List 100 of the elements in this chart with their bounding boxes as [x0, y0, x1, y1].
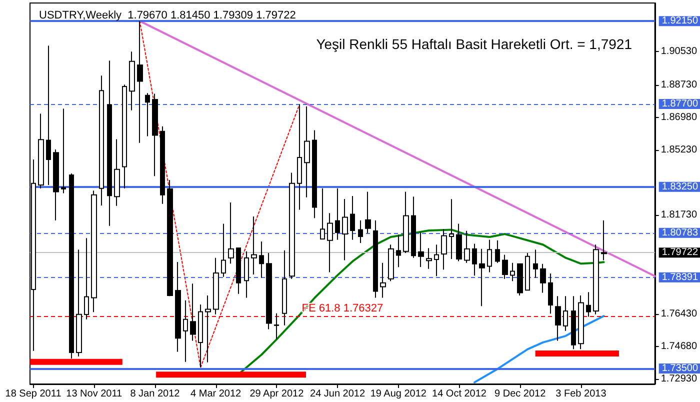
candlestick — [198, 304, 203, 368]
candlestick — [244, 250, 249, 298]
candlestick — [259, 240, 264, 278]
y-tick-label: 1.72930 — [660, 374, 698, 385]
candlestick — [266, 252, 272, 330]
candlestick — [274, 312, 279, 340]
candlestick — [411, 196, 416, 258]
y-tick-label: 1.88730 — [660, 79, 698, 90]
candlestick — [434, 244, 439, 277]
candlestick — [487, 239, 492, 273]
candlestick — [479, 248, 485, 307]
candlestick — [129, 51, 135, 111]
candlestick — [183, 300, 188, 362]
y-tick-label: 1.81730 — [660, 210, 698, 221]
candlestick — [282, 250, 287, 326]
x-tick-label: 13 Nov 2011 — [66, 388, 123, 400]
y-tick-label: 1.90530 — [660, 46, 698, 57]
candlestick — [502, 254, 508, 280]
candlestick — [456, 223, 462, 262]
candlestick — [555, 296, 561, 342]
candlestick — [426, 248, 432, 270]
x-tick-label: 4 Mar 2012 — [190, 388, 242, 400]
x-tick-label: 19 Aug 2012 — [370, 388, 427, 400]
candlestick — [213, 257, 219, 315]
candlestick — [327, 212, 333, 273]
candlestick — [38, 113, 44, 189]
y-tick-label: 1.85230 — [660, 144, 698, 156]
candlestick — [533, 249, 538, 278]
candlestick — [69, 172, 74, 359]
candlestick — [99, 75, 104, 206]
candlestick — [107, 60, 112, 226]
y-tick-label: 1.86980 — [660, 112, 698, 123]
x-tick-label: 14 Oct 2012 — [432, 388, 487, 400]
candlestick — [373, 220, 378, 298]
candlestick — [205, 295, 211, 363]
y-tick-label: 1.76430 — [660, 308, 698, 320]
candlestick — [593, 244, 599, 315]
candlestick — [380, 262, 386, 298]
candlestick — [190, 283, 196, 342]
candlestick — [525, 252, 530, 291]
candlestick — [251, 216, 257, 275]
ref-line-label: 1.79722 — [662, 247, 698, 258]
x-tick-label: 24 Jun 2012 — [310, 388, 366, 400]
candlestick — [221, 223, 226, 278]
candlestick — [586, 292, 591, 318]
candlestick — [563, 296, 568, 332]
candlestick — [114, 138, 120, 206]
candlestick — [396, 234, 401, 268]
candlestick — [464, 230, 470, 264]
candlestick — [228, 202, 234, 264]
candlestick — [601, 220, 607, 261]
candlestick — [167, 179, 173, 297]
candlestick — [84, 238, 89, 320]
candlestick — [571, 296, 576, 350]
candlestick — [91, 190, 97, 313]
candlestick — [510, 262, 515, 282]
candlestick — [342, 198, 348, 261]
candlestick — [236, 247, 241, 294]
y-tick-label: 1.74680 — [660, 341, 698, 352]
candlestick — [76, 249, 82, 357]
candlestick — [289, 172, 295, 280]
candlestick — [160, 126, 165, 204]
candlestick — [46, 45, 51, 186]
candlestick — [548, 273, 553, 314]
candlestick — [122, 84, 127, 189]
candlestick — [297, 104, 302, 210]
x-tick-label: 29 Apr 2012 — [250, 388, 304, 400]
candlestick — [441, 228, 447, 270]
candlestick — [472, 243, 477, 276]
candlestick — [578, 295, 584, 350]
candlestick — [365, 191, 371, 234]
candlestick — [517, 263, 523, 296]
x-tick-label: 3 Feb 2013 — [556, 388, 607, 400]
candlestick — [145, 92, 150, 137]
candlestick — [403, 191, 409, 254]
candlestick — [418, 232, 424, 268]
candlestick — [152, 93, 158, 177]
ref-line-label: 1.80783 — [662, 227, 698, 238]
ref-line-label: 1.78391 — [662, 272, 698, 283]
candlestick — [388, 244, 394, 282]
candlestick — [540, 263, 546, 294]
candlestick — [350, 196, 355, 240]
ref-line-label: 1.73500 — [662, 363, 698, 374]
candlestick — [335, 188, 340, 240]
candlestick — [53, 148, 59, 221]
ref-line-label: 1.83250 — [662, 181, 698, 192]
x-tick-label: 9 Dec 2012 — [494, 388, 546, 400]
candlestick — [358, 220, 363, 244]
candlestick — [320, 188, 325, 240]
line-series — [473, 315, 605, 384]
candlestick — [304, 106, 310, 198]
candlestick — [137, 20, 143, 144]
ref-line-label: 1.92150 — [662, 16, 698, 27]
candlestick — [449, 198, 454, 260]
text: USDTRY,Weekly 1.79670 1.81450 1.79309 1.79722 — [39, 10, 296, 22]
candlestick — [312, 130, 317, 219]
candlestick — [61, 108, 66, 194]
annotation: Yeşil Renkli 55 Haftalı Basit Hareketli Ort. = 1,7921 — [316, 36, 632, 52]
ref-line-label: 1.87700 — [662, 98, 698, 110]
x-tick-label: 8 Jan 2012 — [130, 388, 180, 400]
